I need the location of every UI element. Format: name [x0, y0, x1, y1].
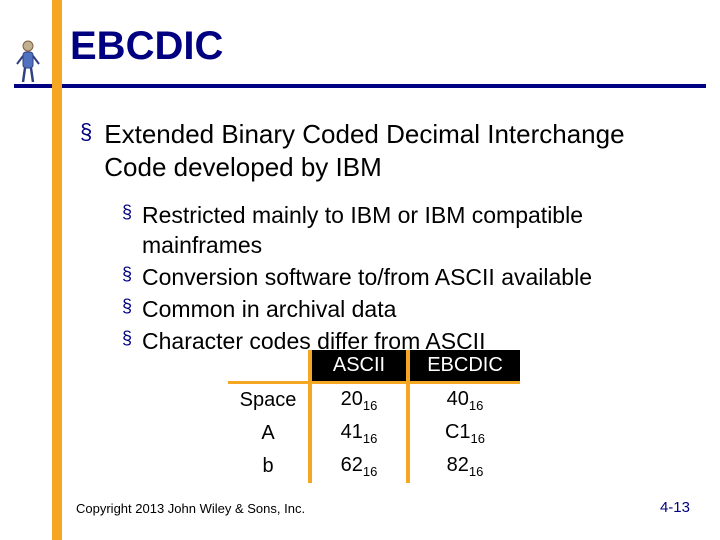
bullet-level2-group: § Restricted mainly to IBM or IBM compat… [122, 201, 690, 356]
table-header-blank [228, 350, 308, 383]
square-bullet-icon: § [80, 118, 92, 183]
square-bullet-icon: § [122, 327, 132, 357]
bullet-level2-text: Common in archival data [142, 295, 396, 325]
copyright-text: Copyright 2013 John Wiley & Sons, Inc. [76, 501, 305, 516]
table-row: Space 2016 4016 [228, 383, 520, 418]
title-underline-gap [52, 84, 62, 88]
square-bullet-icon: § [122, 201, 132, 261]
table-cell-ebcdic: C116 [410, 417, 520, 450]
slide-title: EBCDIC [70, 24, 223, 69]
encoding-table: ASCII EBCDIC Space 2016 4016 A 4116 C116… [228, 350, 520, 483]
table-cell-ascii: 6216 [312, 450, 406, 483]
table-cell-ebcdic: 4016 [410, 383, 520, 418]
square-bullet-icon: § [122, 263, 132, 293]
table-row-label: A [228, 417, 308, 450]
table-header-ascii: ASCII [312, 350, 406, 383]
table-row-label: b [228, 450, 308, 483]
bullet-level2: § Common in archival data [122, 295, 690, 325]
content-area: § Extended Binary Coded Decimal Intercha… [80, 118, 690, 358]
bullet-level2-text: Restricted mainly to IBM or IBM compatib… [142, 201, 690, 261]
table-cell-ebcdic: 8216 [410, 450, 520, 483]
table-row: b 6216 8216 [228, 450, 520, 483]
bullet-level1-text: Extended Binary Coded Decimal Interchang… [104, 118, 690, 183]
table-cell-ascii: 4116 [312, 417, 406, 450]
bullet-level2: § Conversion software to/from ASCII avai… [122, 263, 690, 293]
bullet-level2-text: Conversion software to/from ASCII availa… [142, 263, 592, 293]
table-row: A 4116 C116 [228, 417, 520, 450]
table-row-label: Space [228, 383, 308, 418]
title-underline [14, 84, 706, 88]
page-number: 4-13 [660, 499, 690, 516]
table-header-ebcdic: EBCDIC [410, 350, 520, 383]
table-cell-ascii: 2016 [312, 383, 406, 418]
bullet-level1: § Extended Binary Coded Decimal Intercha… [80, 118, 690, 183]
table-header-row: ASCII EBCDIC [228, 350, 520, 383]
vertical-accent-stripe [52, 0, 62, 540]
character-logo-icon [14, 38, 42, 86]
square-bullet-icon: § [122, 295, 132, 325]
bullet-level2: § Restricted mainly to IBM or IBM compat… [122, 201, 690, 261]
